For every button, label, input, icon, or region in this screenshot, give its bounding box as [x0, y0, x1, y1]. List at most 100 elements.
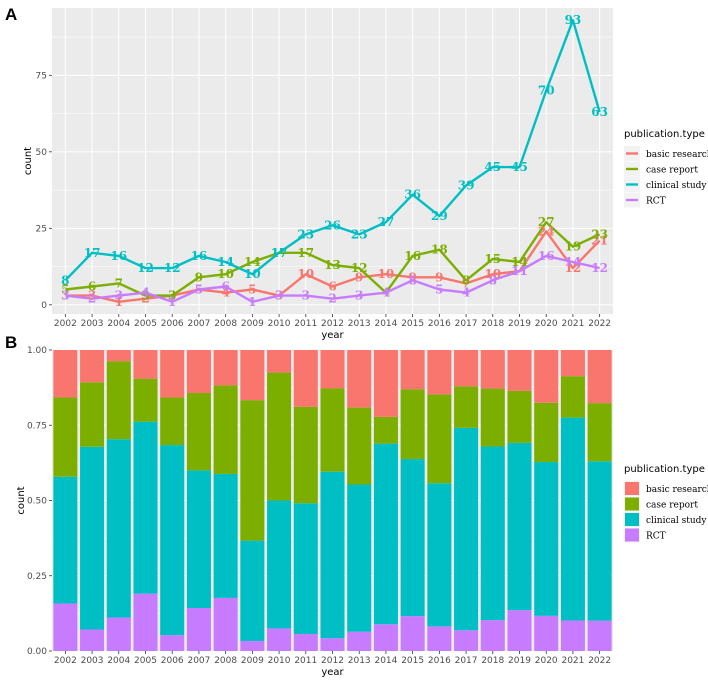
data-label-basic-research: 21 [591, 234, 608, 248]
bar-segment-RCT [480, 620, 505, 651]
data-label-basic-research: 1 [115, 295, 123, 309]
legend-title: publication.type [624, 464, 705, 475]
bar-segment-case-report [427, 394, 452, 484]
panel-a-x-tick-label: 2013 [348, 319, 371, 329]
bar-segment-clinical-study [267, 500, 292, 629]
data-label-basic-research: 9 [435, 270, 443, 284]
legend-key-basic-research [625, 482, 639, 495]
data-label-basic-research: 3 [61, 289, 69, 303]
panel-b-y-tick-label: 1.00 [27, 346, 47, 356]
panel-a-y-tick-label: 75 [36, 71, 47, 81]
legend-label-basic-research: basic research [646, 150, 708, 160]
bar-segment-basic-research [400, 350, 425, 390]
bar-segment-basic-research [133, 350, 158, 379]
panel-a-x-tick-label: 2019 [508, 319, 531, 329]
bar-segment-basic-research [240, 350, 265, 401]
bar-segment-case-report [53, 397, 78, 477]
data-label-clinical-study: 16 [110, 249, 127, 263]
legend-b: publication.type basic research case repor… [624, 464, 708, 543]
bar-segment-case-report [480, 388, 505, 447]
data-label-case-report: 10 [217, 267, 234, 281]
panel-a-x-tick-label: 2017 [455, 319, 478, 329]
panel-b-x-tick-label: 2012 [321, 656, 344, 666]
panel-b-x-tick-label: 2017 [455, 656, 478, 666]
panel-a-y-tick-label: 25 [36, 224, 47, 234]
data-label-case-report: 3 [141, 289, 149, 303]
data-label-clinical-study: 39 [458, 178, 475, 192]
bar-segment-case-report [347, 407, 372, 485]
panel-b-x-tick-label: 2010 [268, 656, 291, 666]
data-label-RCT: 12 [591, 261, 608, 275]
bar-segment-clinical-study [293, 503, 318, 634]
data-label-basic-research: 5 [195, 283, 203, 297]
data-label-case-report: 3 [168, 289, 176, 303]
panel-b-x-tick-label: 2015 [401, 656, 424, 666]
panel-b-x-tick-label: 2013 [348, 656, 371, 666]
bar-segment-RCT [213, 597, 238, 651]
data-label-clinical-study: 29 [431, 209, 448, 223]
data-label-clinical-study: 12 [137, 261, 154, 275]
bar-segment-RCT [347, 631, 372, 651]
bar-segment-clinical-study [186, 470, 211, 608]
legend-label-RCT: RCT [646, 197, 666, 207]
bar-segment-basic-research [560, 350, 585, 377]
bar-segment-case-report [106, 361, 131, 440]
bar-segment-clinical-study [160, 445, 185, 636]
panel-a-x-tick-label: 2010 [268, 319, 291, 329]
data-label-RCT: 3 [61, 289, 69, 303]
bar-segment-clinical-study [560, 417, 585, 621]
legend-title: publication.type [624, 129, 705, 140]
panel-b-x-axis-title: year [321, 667, 344, 678]
bar-segment-RCT [160, 635, 185, 651]
bar-segment-basic-research [293, 350, 318, 407]
panel-a-x-tick-label: 2021 [561, 319, 584, 329]
data-label-RCT: 8 [489, 273, 497, 287]
panel-b-y-tick-label: 0.75 [27, 421, 47, 431]
bar-segment-basic-research [53, 350, 78, 398]
data-label-clinical-study: 70 [538, 84, 555, 98]
data-label-RCT: 3 [275, 289, 283, 303]
series-line-RCT [65, 254, 600, 303]
bar-segment-RCT [293, 633, 318, 651]
legend-key-RCT [625, 528, 639, 542]
bar-segment-basic-research [454, 350, 479, 387]
data-label-basic-research: 5 [248, 283, 256, 297]
series-line-clinical-study [64, 19, 601, 282]
panel-b-x-tick-label: 2014 [374, 656, 397, 666]
bar-segment-case-report [213, 385, 238, 474]
bar-segment-RCT [400, 616, 425, 651]
bar-segment-RCT [454, 630, 479, 651]
bar-segment-RCT [587, 620, 612, 651]
data-label-clinical-study: 27 [378, 215, 395, 229]
panel-b-x-tick-label: 2003 [81, 656, 104, 666]
data-label-case-report: 15 [484, 252, 501, 266]
bar-segment-basic-research [507, 350, 532, 391]
data-label-RCT: 14 [565, 255, 582, 269]
bar-segment-case-report [240, 400, 265, 541]
bar-segment-basic-research [534, 350, 559, 403]
panel-b-x-tick-label: 2007 [187, 656, 210, 666]
data-label-case-report: 16 [404, 249, 421, 263]
data-label-case-report: 12 [351, 261, 368, 275]
panel-b-y-tick-label: 0.50 [27, 497, 47, 507]
legend-key-clinical-study [625, 513, 639, 526]
data-label-basic-research: 4 [221, 286, 229, 300]
bar-segment-clinical-study [427, 483, 452, 627]
legend-label-clinical-study: clinical study [646, 181, 707, 191]
bar-segment-clinical-study [400, 459, 425, 617]
panel-a-x-tick-label: 2020 [535, 319, 558, 329]
panel-a-y-tick-label: 50 [36, 148, 48, 158]
panel-a-x-tick-label: 2015 [401, 319, 424, 329]
panel-a-x-tick-label: 2006 [161, 319, 184, 329]
data-label-RCT: 3 [302, 289, 310, 303]
panel-a-y-tick-label: 0 [41, 301, 47, 311]
data-label-basic-research: 3 [88, 289, 96, 303]
data-label-case-report: 13 [324, 258, 341, 272]
panel-b-x-tick-label: 2011 [294, 656, 317, 666]
bar-segment-case-report [80, 382, 105, 447]
panel-a-x-tick-label: 2007 [187, 319, 210, 329]
data-label-basic-research: 10 [378, 267, 395, 281]
bar-segment-clinical-study [347, 484, 372, 632]
bar-segment-basic-research [106, 350, 131, 362]
data-label-clinical-study: 36 [404, 188, 421, 202]
